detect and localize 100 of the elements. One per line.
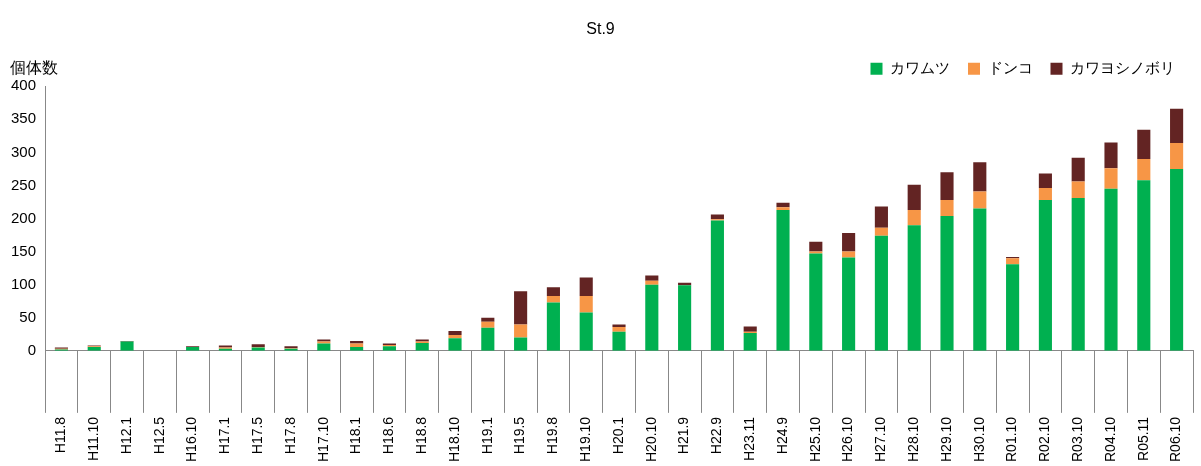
bar: [678, 285, 692, 351]
y-tick-label: 150: [11, 241, 37, 259]
x-tick-label: H19.5: [511, 416, 528, 455]
x-tick-label: H18.1: [347, 416, 364, 455]
bar: [743, 326, 757, 332]
bar: [645, 280, 659, 285]
bar: [612, 327, 626, 332]
bar: [940, 172, 954, 200]
bar: [514, 324, 528, 338]
x-tick-label: R03.10: [1069, 416, 1086, 463]
x-tick-label: R05.11: [1134, 416, 1151, 461]
bar: [1006, 258, 1020, 265]
bar: [907, 209, 921, 226]
x-tick-label: H19.10: [577, 416, 594, 463]
bar: [1104, 168, 1118, 189]
bar: [481, 321, 495, 328]
x-tick-label: H18.6: [380, 416, 397, 455]
bar: [546, 302, 560, 351]
bar: [743, 332, 757, 351]
bar: [579, 295, 593, 313]
bar: [809, 241, 823, 252]
bar: [1137, 180, 1151, 351]
x-tick-label: H18.8: [413, 416, 430, 455]
bar: [1038, 200, 1052, 351]
bar: [907, 184, 921, 210]
bar: [612, 331, 626, 351]
x-tick-label: H12.1: [117, 416, 134, 455]
x-tick-label: R01.10: [1003, 416, 1020, 463]
x-tick-label: H19.8: [544, 416, 561, 455]
bar: [481, 327, 495, 351]
bar: [776, 209, 790, 351]
bar: [1170, 108, 1184, 144]
bar: [1137, 129, 1151, 159]
x-tick-label: H18.10: [445, 416, 462, 463]
y-tick-label: 50: [19, 307, 37, 325]
bar: [874, 235, 888, 351]
x-tick-label: H30.10: [970, 416, 987, 463]
bar: [973, 191, 987, 209]
bar: [546, 295, 560, 303]
bar: [514, 291, 528, 325]
x-tick-label: H26.10: [839, 416, 856, 463]
x-tick-label: H12.5: [150, 416, 167, 455]
x-tick-label: R04.10: [1101, 416, 1118, 463]
bar: [546, 287, 560, 296]
y-axis-title: 個体数: [10, 58, 58, 76]
bar: [842, 233, 856, 252]
y-tick-label: 400: [11, 76, 37, 94]
bar: [1071, 198, 1085, 351]
bar: [448, 331, 462, 335]
x-tick-label: H21.9: [675, 416, 692, 455]
x-tick-label: H23.11: [741, 416, 758, 461]
x-tick-label: R02.10: [1036, 416, 1053, 463]
bar: [579, 312, 593, 351]
x-tick-label: H11.8: [52, 416, 69, 454]
x-tick-label: H20.1: [609, 416, 626, 455]
bar: [973, 208, 987, 351]
bar: [940, 200, 954, 216]
bar: [874, 206, 888, 228]
x-tick-label: H28.10: [905, 416, 922, 463]
y-tick-label: 350: [11, 109, 37, 127]
x-tick-label: H17.1: [216, 416, 233, 455]
bar: [1038, 188, 1052, 200]
bar: [1006, 264, 1020, 351]
bar: [120, 341, 134, 351]
x-tick-label: H16.10: [183, 416, 200, 463]
bar: [645, 275, 659, 281]
bar: [842, 251, 856, 258]
x-tick-label: R06.10: [1167, 416, 1184, 463]
bar: [940, 215, 954, 351]
bar: [973, 162, 987, 192]
x-tick-label: H29.10: [937, 416, 954, 463]
bar: [1137, 158, 1151, 181]
bar: [612, 324, 626, 328]
legend-label: ドンコ: [987, 58, 1033, 76]
bar: [1104, 142, 1118, 169]
x-tick-label: H17.5: [249, 416, 266, 455]
bar: [579, 277, 593, 296]
bar: [710, 220, 724, 351]
bar: [776, 202, 790, 208]
bar: [1071, 157, 1085, 182]
y-tick-label: 300: [11, 142, 37, 160]
bar: [514, 337, 528, 351]
x-tick-label: H11.10: [85, 416, 102, 461]
x-tick-label: H27.10: [872, 416, 889, 463]
bar: [776, 207, 790, 210]
x-tick-label: H20.10: [642, 416, 659, 463]
y-tick-label: 200: [11, 208, 37, 226]
bar: [481, 317, 495, 322]
bar: [842, 257, 856, 351]
y-tick-label: 0: [27, 341, 37, 358]
chart-title: St.9: [586, 20, 615, 38]
bar: [1104, 188, 1118, 351]
legend-label: カワムツ: [890, 58, 950, 76]
y-tick-label: 100: [11, 274, 37, 292]
legend-label: カワヨシノボリ: [1070, 58, 1175, 76]
bar: [448, 338, 462, 351]
bar: [1170, 168, 1184, 351]
bar: [1038, 173, 1052, 189]
bar: [1170, 143, 1184, 169]
bar: [809, 253, 823, 351]
